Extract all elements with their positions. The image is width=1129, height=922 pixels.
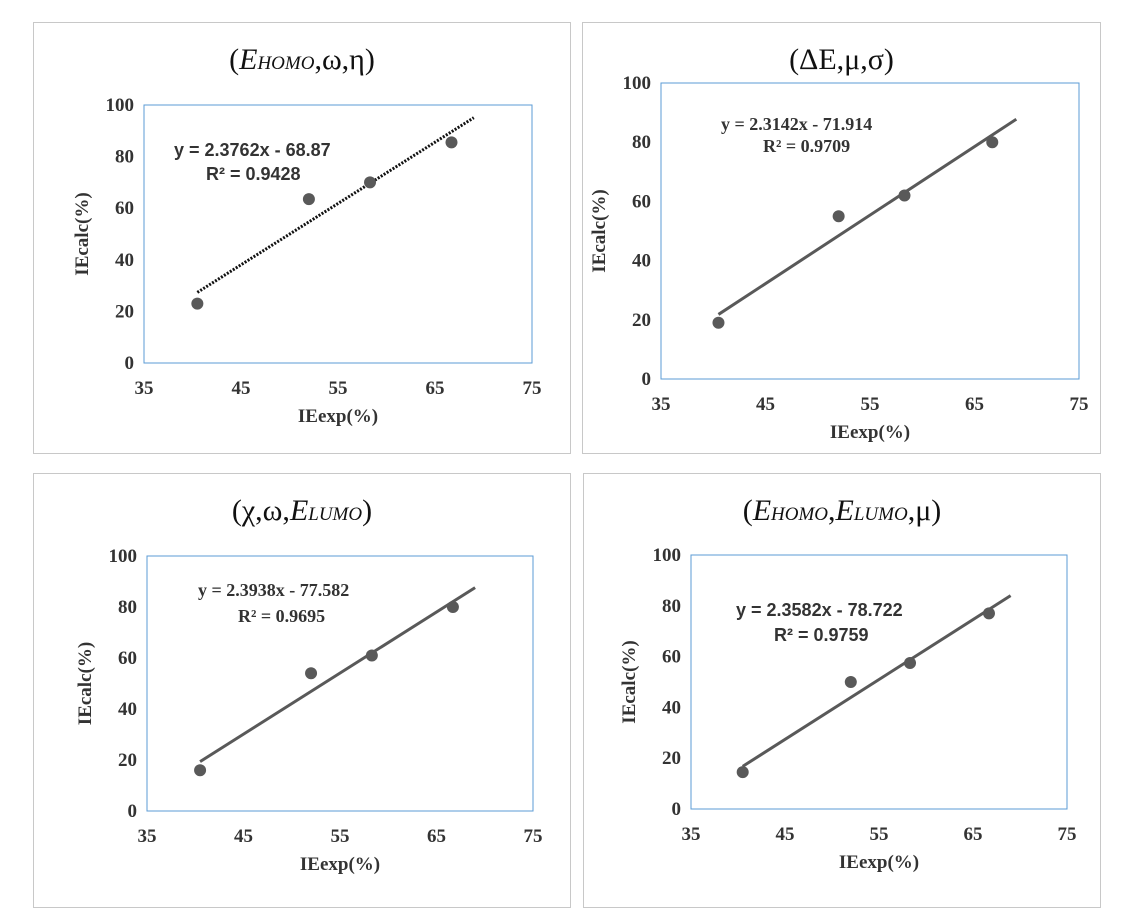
data-point — [736, 766, 749, 779]
y-tick-label: 60 — [118, 648, 137, 669]
x-tick-label: 55 — [329, 378, 348, 399]
y-tick-label: 60 — [115, 198, 134, 219]
y-tick-label: 80 — [118, 597, 137, 618]
data-point — [986, 136, 999, 149]
trendline — [199, 586, 476, 763]
chart-title: (EHOMO,ELUMO,μ) — [742, 494, 942, 527]
chart-panel-3: (χ,ω,ELUMO) 0 20 40 60 80 100 35 45 55 65 75 IEexp(… — [33, 473, 571, 908]
y-tick-label: 60 — [662, 647, 681, 668]
x-tick-label: 45 — [232, 378, 251, 399]
y-tick-label: 0 — [642, 369, 652, 390]
y-tick-label: 0 — [672, 799, 682, 820]
chart-panel-4: (EHOMO,ELUMO,μ) 0 20 40 60 80 100 35 45 55 65 75 IE… — [583, 473, 1101, 908]
x-tick-label: 75 — [1058, 824, 1077, 845]
data-point — [712, 316, 725, 329]
x-tick-label: 55 — [870, 824, 889, 845]
y-tick-label: 20 — [115, 301, 134, 322]
y-tick-label: 40 — [662, 697, 681, 718]
r-squared-label: R² = 0.9695 — [238, 606, 325, 626]
y-tick-label: 100 — [653, 545, 682, 566]
y-tick-label: 80 — [115, 147, 134, 168]
y-tick-label: 100 — [623, 73, 652, 94]
r-squared-label: R² = 0.9709 — [763, 136, 850, 156]
x-tick-label: 35 — [135, 378, 154, 399]
y-tick-label: 20 — [632, 310, 651, 331]
chart-title: (ΔE,μ,σ) — [789, 43, 894, 76]
data-point — [365, 649, 378, 662]
y-tick-label: 20 — [662, 748, 681, 769]
x-tick-label: 35 — [138, 826, 157, 847]
y-tick-label: 0 — [128, 801, 138, 822]
chart-svg: 0 20 40 60 80 100 35 45 55 65 75 IEexp(%) IEcalc(%) y… — [589, 73, 1089, 443]
trendline-equation: y = 2.3938x - 77.582 — [198, 580, 349, 600]
y-tick-label: 40 — [118, 699, 137, 720]
data-point — [194, 764, 207, 777]
x-axis-label: IEexp(%) — [300, 854, 380, 875]
chart-panel-1: (EHOMO,ω,η) 0 20 40 60 80 100 35 45 55 65 75 IEexp(… — [33, 22, 571, 454]
chart-title: (χ,ω,ELUMO) — [231, 494, 373, 527]
x-tick-label: 35 — [652, 394, 671, 415]
x-axis-label: IEexp(%) — [830, 422, 910, 443]
chart-svg: 0 20 40 60 80 100 35 45 55 65 75 IEexp(%) IEcalc(%) y… — [619, 545, 1077, 873]
y-axis-label: IEcalc(%) — [589, 189, 610, 272]
y-tick-label: 40 — [632, 251, 651, 272]
trendline-equation: y = 2.3142x - 71.914 — [721, 114, 872, 134]
plot-area — [690, 554, 1068, 810]
x-tick-label: 65 — [427, 826, 446, 847]
data-point — [982, 607, 995, 620]
plot-area — [146, 555, 534, 812]
data-point — [898, 189, 911, 202]
data-point — [445, 136, 458, 149]
trendline-equation: y = 2.3762x - 68.87 — [174, 140, 331, 160]
plot-area — [660, 82, 1080, 380]
y-tick-label: 80 — [632, 132, 651, 153]
chart-title: (EHOMO,ω,η) — [229, 43, 375, 76]
trendline — [741, 594, 1012, 768]
x-tick-label: 45 — [776, 824, 795, 845]
x-tick-label: 55 — [331, 826, 350, 847]
x-axis-label: IEexp(%) — [298, 406, 378, 427]
x-tick-label: 45 — [234, 826, 253, 847]
data-point — [191, 297, 204, 310]
y-tick-label: 40 — [115, 250, 134, 271]
x-tick-label: 65 — [964, 824, 983, 845]
trendline — [717, 117, 1018, 316]
y-tick-label: 80 — [662, 596, 681, 617]
r-squared-label: R² = 0.9759 — [774, 625, 869, 645]
chart-svg: 0 20 40 60 80 100 35 45 55 65 75 IEexp(%) IEcalc(%) y… — [72, 95, 542, 427]
data-point — [364, 176, 377, 189]
x-tick-label: 75 — [523, 378, 542, 399]
trendline-equation: y = 2.3582x - 78.722 — [736, 600, 903, 620]
y-tick-label: 0 — [125, 353, 135, 374]
y-axis-label: IEcalc(%) — [75, 642, 96, 725]
data-point — [305, 667, 318, 680]
chart-panel-2: (ΔE,μ,σ) 0 20 40 60 80 100 35 45 55 65 75 IEexp(%) I… — [582, 22, 1101, 454]
y-tick-label: 20 — [118, 750, 137, 771]
y-tick-label: 60 — [632, 191, 651, 212]
y-tick-label: 100 — [109, 546, 138, 567]
data-point — [302, 193, 315, 206]
x-tick-label: 35 — [682, 824, 701, 845]
data-point — [446, 601, 459, 613]
x-tick-label: 65 — [965, 394, 984, 415]
data-point — [832, 210, 845, 223]
x-tick-label: 55 — [861, 394, 880, 415]
x-tick-label: 45 — [756, 394, 775, 415]
plot-area — [143, 104, 533, 364]
x-tick-label: 75 — [524, 826, 543, 847]
chart-svg: 0 20 40 60 80 100 35 45 55 65 75 IEexp(%) IEcalc(%) y… — [75, 546, 543, 875]
x-axis-label: IEexp(%) — [839, 852, 919, 873]
r-squared-label: R² = 0.9428 — [206, 164, 301, 184]
data-point — [904, 656, 917, 669]
x-tick-label: 75 — [1070, 394, 1089, 415]
data-point — [844, 676, 857, 688]
y-axis-label: IEcalc(%) — [619, 640, 640, 723]
x-tick-label: 65 — [426, 378, 445, 399]
y-tick-label: 100 — [106, 95, 135, 116]
y-axis-label: IEcalc(%) — [72, 192, 93, 275]
